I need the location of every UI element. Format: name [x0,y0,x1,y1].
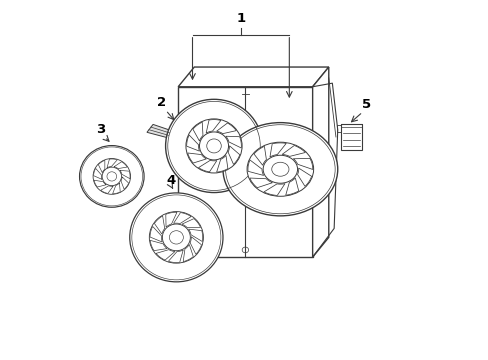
Polygon shape [198,160,216,172]
Text: 2: 2 [157,96,166,109]
Polygon shape [183,244,193,262]
Polygon shape [188,229,203,242]
Polygon shape [168,250,183,262]
Polygon shape [193,122,203,141]
Polygon shape [120,170,130,179]
Ellipse shape [206,139,221,153]
Polygon shape [93,168,102,179]
Polygon shape [147,125,171,138]
Polygon shape [293,158,312,170]
Ellipse shape [80,145,144,207]
Polygon shape [173,212,191,224]
Ellipse shape [149,212,203,263]
Polygon shape [94,180,106,187]
Ellipse shape [223,123,337,216]
Polygon shape [101,186,113,193]
Polygon shape [187,153,206,163]
Polygon shape [156,249,175,260]
Polygon shape [227,146,239,165]
Polygon shape [216,123,236,134]
Polygon shape [121,177,128,189]
Ellipse shape [199,132,228,160]
Polygon shape [190,237,201,254]
Polygon shape [312,67,328,257]
Text: 5: 5 [361,98,370,111]
Ellipse shape [271,162,288,176]
Polygon shape [247,160,263,175]
Polygon shape [178,87,312,257]
Ellipse shape [246,142,313,196]
Polygon shape [114,162,127,168]
Polygon shape [225,136,241,148]
Polygon shape [107,159,117,168]
Ellipse shape [129,193,223,282]
Polygon shape [150,226,162,242]
Ellipse shape [93,158,130,194]
Polygon shape [165,212,177,227]
Polygon shape [154,216,164,234]
Ellipse shape [169,231,183,244]
FancyBboxPatch shape [341,123,362,150]
Polygon shape [112,183,120,194]
Polygon shape [150,240,167,251]
Polygon shape [264,184,285,195]
Polygon shape [297,168,311,186]
Ellipse shape [162,224,190,251]
Polygon shape [182,219,200,228]
Polygon shape [216,156,227,172]
Ellipse shape [107,172,117,181]
Ellipse shape [263,155,297,183]
Polygon shape [285,178,298,195]
Polygon shape [186,135,199,151]
Text: 4: 4 [166,174,175,186]
Text: 1: 1 [236,12,245,25]
Polygon shape [253,146,266,165]
Ellipse shape [102,167,121,186]
Ellipse shape [165,99,262,193]
Polygon shape [178,67,328,87]
Text: 3: 3 [96,123,105,136]
Polygon shape [206,120,221,133]
Polygon shape [98,160,104,173]
Ellipse shape [185,119,242,173]
Polygon shape [249,178,272,188]
Polygon shape [282,145,305,156]
Polygon shape [269,143,285,157]
